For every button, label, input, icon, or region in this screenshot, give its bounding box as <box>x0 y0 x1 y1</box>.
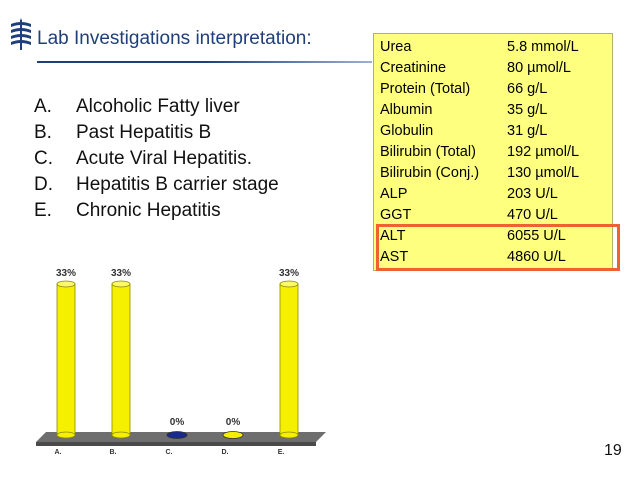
lab-value: 203 U/L <box>507 186 558 202</box>
option-text: Past Hepatitis B <box>76 122 212 143</box>
bar <box>279 283 299 436</box>
lab-value: 66 g/L <box>507 81 548 97</box>
lab-value: 130 µmol/L <box>507 165 580 181</box>
data-label: 0% <box>226 417 241 428</box>
bar-base <box>279 431 299 439</box>
alt-ast-highlight-box <box>376 224 620 271</box>
lab-name: ALP <box>380 186 408 202</box>
option-text: Alcoholic Fatty liver <box>76 96 240 117</box>
bar-top <box>279 280 299 288</box>
page-number: 19 <box>604 442 622 459</box>
lab-name: GGT <box>380 207 412 223</box>
lab-name: Protein (Total) <box>380 81 471 97</box>
category-label: A. <box>55 449 62 456</box>
bar-zero-disc <box>166 431 188 439</box>
data-label: 0% <box>170 417 185 428</box>
category-label: E. <box>278 449 285 456</box>
lab-row-urea: Urea 5.8 mmol/L <box>374 37 612 58</box>
lab-value: 470 U/L <box>507 207 558 223</box>
lab-name: Bilirubin (Conj.) <box>380 165 480 181</box>
slide-title: Lab Investigations interpretation: <box>37 28 312 49</box>
lab-row-ggt: GGT 470 U/L <box>374 205 612 226</box>
bar-base <box>56 431 76 439</box>
data-label: 33% <box>279 268 299 279</box>
option-letter: D. <box>34 174 53 195</box>
bar-base <box>111 431 131 439</box>
option-text: Acute Viral Hepatitis. <box>76 148 253 169</box>
lab-row-protein-total: Protein (Total) 66 g/L <box>374 79 612 100</box>
category-label: B. <box>110 449 117 456</box>
lab-row-alt: ALT 6055 U/L <box>374 226 612 247</box>
lab-name: ALT <box>380 228 406 244</box>
lab-value: 6055 U/L <box>507 228 566 244</box>
lab-row-bilirubin-total: Bilirubin (Total) 192 µmol/L <box>374 142 612 163</box>
option-text: Chronic Hepatitis <box>76 200 221 221</box>
option-letter: C. <box>34 148 53 169</box>
lab-row-ast: AST 4860 U/L <box>374 247 612 268</box>
lab-row-albumin: Albumin 35 g/L <box>374 100 612 121</box>
option-letter: B. <box>34 122 52 143</box>
lab-row-bilirubin-conj: Bilirubin (Conj.) 130 µmol/L <box>374 163 612 184</box>
option-b: B. Past Hepatitis B <box>34 120 279 146</box>
bar-zero-disc <box>222 431 244 439</box>
title-underline <box>37 61 372 63</box>
category-label: D. <box>222 449 229 456</box>
option-letter: E. <box>34 200 52 221</box>
lab-value: 35 g/L <box>507 102 548 118</box>
lab-value: 4860 U/L <box>507 249 566 265</box>
bar <box>56 283 76 436</box>
chart-floor-edge <box>36 442 316 446</box>
response-bar-chart: 33% A. 33% B. 0% C. 0% D. 33% E. <box>36 268 326 456</box>
lab-value: 31 g/L <box>507 123 548 139</box>
data-label: 33% <box>56 268 76 279</box>
slide-header: Lab Investigations interpretation: <box>0 0 638 80</box>
option-letter: A. <box>34 96 52 117</box>
lab-name: Bilirubin (Total) <box>380 144 476 160</box>
lab-row-globulin: Globulin 31 g/L <box>374 121 612 142</box>
option-d: D. Hepatitis B carrier stage <box>34 172 279 198</box>
lab-value: 5.8 mmol/L <box>507 39 579 55</box>
lab-name: Albumin <box>380 102 433 118</box>
option-a: A. Alcoholic Fatty liver <box>34 94 279 120</box>
option-e: E. Chronic Hepatitis <box>34 198 279 224</box>
lab-name: Globulin <box>380 123 434 139</box>
lab-name: Creatinine <box>380 60 447 76</box>
lab-row-alp: ALP 203 U/L <box>374 184 612 205</box>
bar-top <box>111 280 131 288</box>
lab-name: AST <box>380 249 409 265</box>
university-logo-icon <box>11 18 31 50</box>
option-c: C. Acute Viral Hepatitis. <box>34 146 279 172</box>
bar-top <box>56 280 76 288</box>
lab-value: 80 µmol/L <box>507 60 571 76</box>
data-label: 33% <box>111 268 131 279</box>
category-label: C. <box>166 449 173 456</box>
lab-row-creatinine: Creatinine 80 µmol/L <box>374 58 612 79</box>
option-text: Hepatitis B carrier stage <box>76 174 279 195</box>
lab-value: 192 µmol/L <box>507 144 580 160</box>
bar <box>111 283 131 436</box>
answer-options: A. Alcoholic Fatty liver B. Past Hepatitis… <box>34 94 279 224</box>
lab-name: Urea <box>380 39 412 55</box>
